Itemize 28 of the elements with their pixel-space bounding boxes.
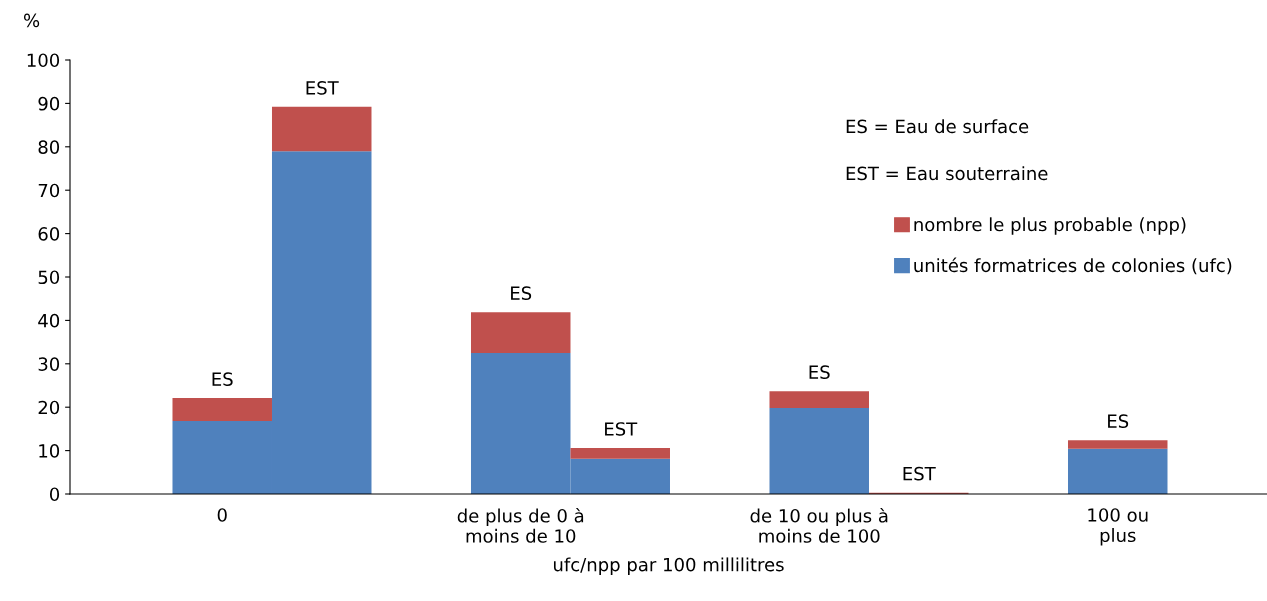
- y-tick-label: 20: [38, 400, 60, 415]
- x-tick-label: 100 ou plus: [1088, 508, 1148, 546]
- data-label: ES: [511, 286, 532, 300]
- legend-label: nombre le plus probable (npp): [914, 217, 1186, 235]
- legend-label: unités formatrices de colonies (ufc): [914, 257, 1232, 275]
- y-tick-label: 50: [38, 270, 60, 285]
- annotation: ES = Eau de surface: [846, 119, 1029, 134]
- data-label: EST: [903, 466, 936, 481]
- data-label: ES: [809, 365, 830, 379]
- x-tick-label: de 10 ou plus à moins de 100: [750, 507, 888, 543]
- annotation: EST = Eau souterraine: [846, 166, 1048, 181]
- data-label: ES: [1108, 414, 1129, 429]
- y-tick-label: 40: [38, 313, 60, 328]
- x-tick-label: 0: [217, 508, 227, 522]
- y-tick-label: 70: [38, 183, 60, 198]
- x-tick-label: de plus de 0 à moins de 10: [457, 507, 584, 543]
- y-tick-label: 100: [27, 53, 60, 68]
- data-label: EST: [605, 422, 638, 436]
- y-tick-label: 60: [38, 227, 60, 241]
- data-label: ES: [212, 372, 233, 386]
- y-tick-label: 80: [38, 140, 60, 154]
- y-tick-label: 30: [38, 357, 60, 371]
- x-axis-title: ufc/npp par 100 millilitres: [553, 557, 784, 575]
- y-tick-label: 0: [49, 487, 60, 502]
- y-axis-title: %: [24, 13, 40, 28]
- data-label: EST: [306, 81, 339, 95]
- y-tick-label: 10: [39, 444, 60, 458]
- y-tick-label: 90: [38, 96, 60, 111]
